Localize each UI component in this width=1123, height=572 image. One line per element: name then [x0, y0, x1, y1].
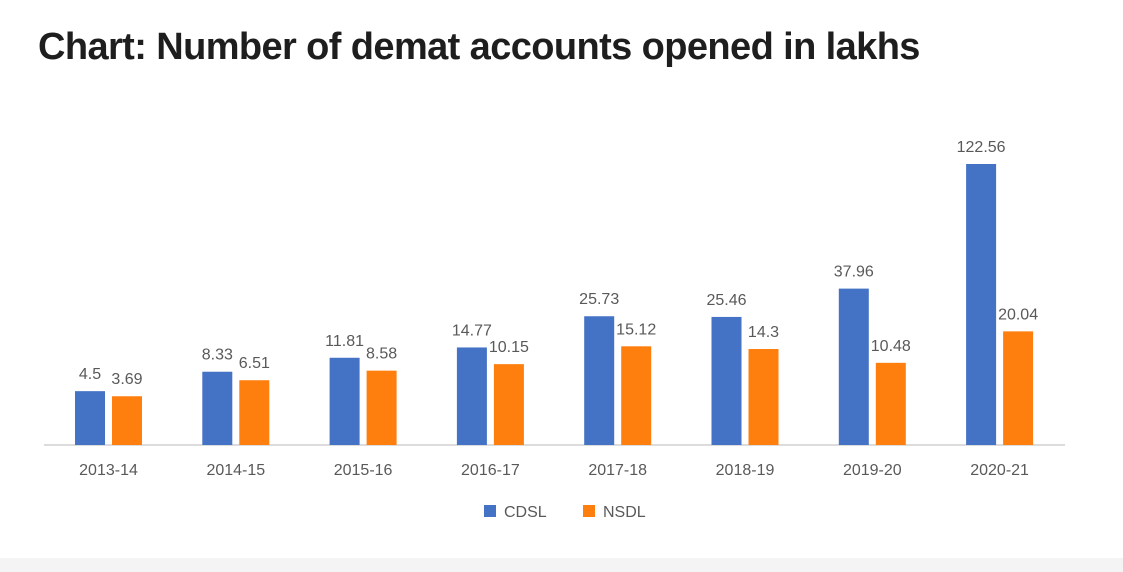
bar-nsdl-2016-17	[493, 364, 524, 445]
bar-cdsl-2014-15	[202, 371, 233, 445]
data-label: 4.5	[79, 366, 101, 383]
data-label: 20.04	[998, 306, 1038, 323]
data-label: 14.3	[748, 324, 779, 341]
legend-label-nsdl: NSDL	[603, 504, 646, 521]
data-label: 11.81	[325, 333, 364, 350]
bar-cdsl-2016-17	[456, 347, 487, 445]
bar-cdsl-2020-21	[966, 164, 997, 445]
bar-nsdl-2018-19	[748, 349, 779, 445]
x-tick-label: 2017-18	[588, 462, 647, 479]
bar-nsdl-2019-20	[875, 362, 906, 445]
bar-nsdl-2017-18	[621, 346, 652, 445]
x-tick-label: 2014-15	[206, 462, 265, 479]
data-label: 122.56	[957, 139, 1006, 156]
x-tick-label: 2015-16	[334, 462, 393, 479]
x-tick-label: 2020-21	[970, 462, 1029, 479]
data-label: 8.33	[202, 347, 233, 364]
chart-title: Chart: Number of demat accounts opened i…	[38, 26, 920, 68]
data-label: 14.77	[452, 322, 492, 339]
data-label: 25.46	[706, 292, 746, 309]
data-label: 10.15	[489, 339, 529, 356]
legend-swatch-cdsl	[484, 505, 496, 517]
bottom-band	[0, 558, 1123, 572]
legend-label-cdsl: CDSL	[504, 504, 547, 521]
data-label: 15.12	[616, 321, 656, 338]
bar-nsdl-2020-21	[1003, 331, 1034, 445]
x-tick-label: 2013-14	[79, 462, 138, 479]
data-label: 25.73	[579, 291, 619, 308]
bar-cdsl-2013-14	[75, 391, 105, 445]
bar-cdsl-2015-16	[329, 357, 360, 445]
data-label: 3.69	[111, 371, 142, 388]
data-label: 8.58	[366, 346, 397, 363]
data-label: 6.51	[239, 355, 270, 372]
data-label: 10.48	[871, 338, 911, 355]
bar-nsdl-2013-14	[112, 396, 142, 445]
x-tick-label: 2018-19	[716, 462, 775, 479]
bar-nsdl-2015-16	[366, 370, 397, 445]
x-tick-label: 2016-17	[461, 462, 520, 479]
bar-cdsl-2019-20	[838, 288, 869, 445]
bar-cdsl-2017-18	[584, 316, 615, 445]
x-tick-label: 2019-20	[843, 462, 902, 479]
data-label: 37.96	[834, 264, 874, 281]
bar-nsdl-2014-15	[239, 380, 270, 445]
bar-cdsl-2018-19	[711, 316, 742, 445]
legend-swatch-nsdl	[583, 505, 595, 517]
